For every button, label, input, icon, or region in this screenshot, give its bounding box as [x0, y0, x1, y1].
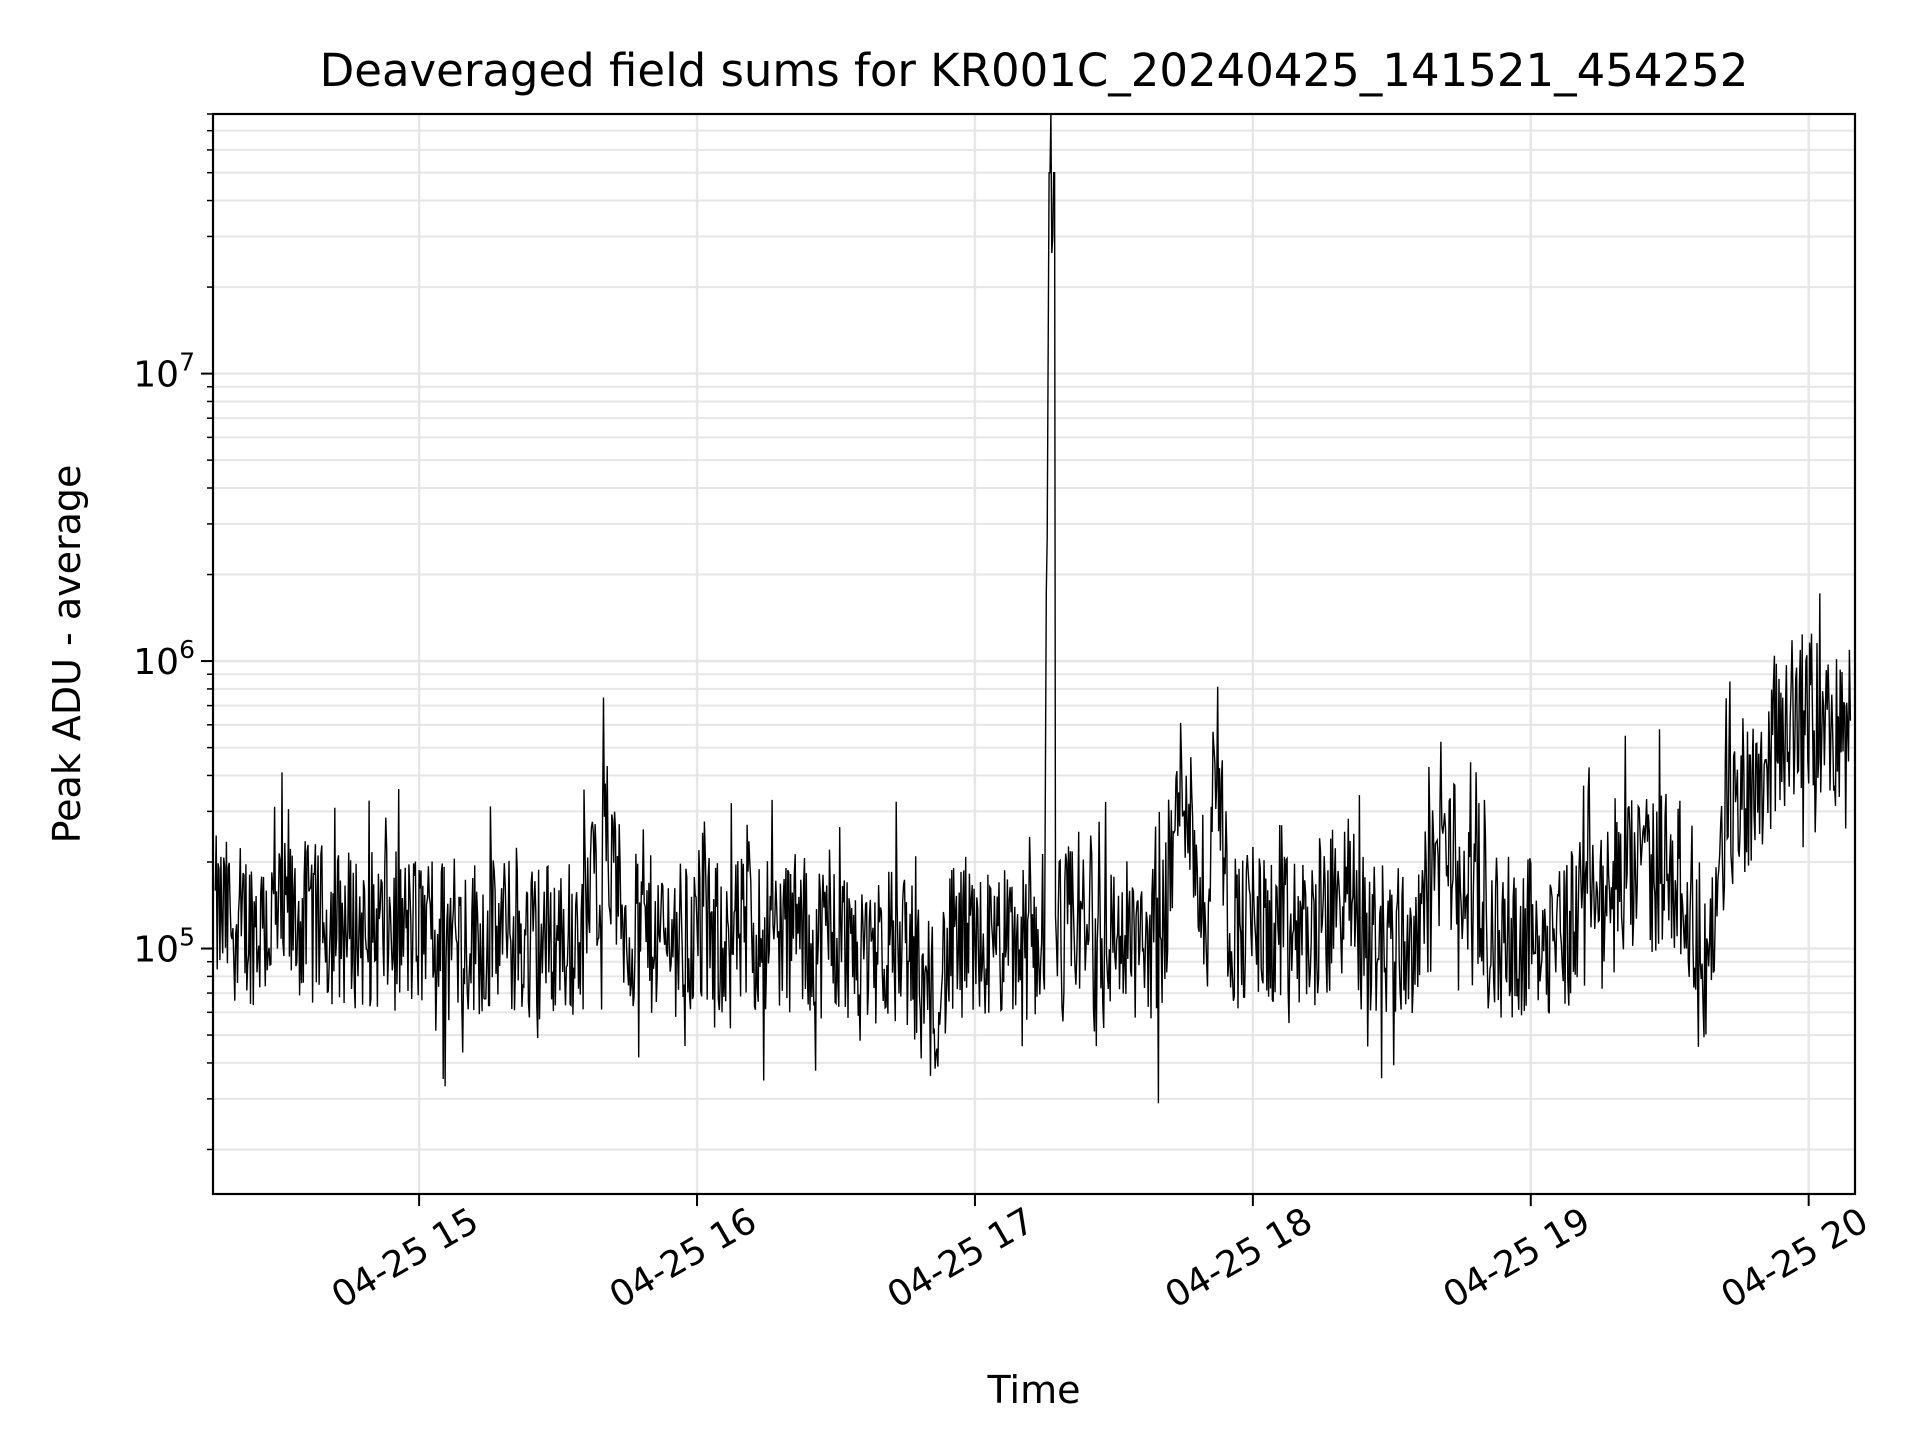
y-axis-label: Peak ADU - average: [45, 465, 89, 844]
x-axis-label: Time: [987, 1368, 1081, 1412]
y-tick-label: 105: [133, 923, 195, 971]
y-tick-label: 107: [133, 348, 195, 396]
series-group: [214, 113, 1852, 1104]
series-line: [214, 113, 1852, 1104]
chart-title: Deaveraged field sums for KR001C_2024042…: [320, 44, 1749, 97]
y-tick-label: 106: [133, 635, 195, 683]
plot-frame: [211, 112, 1857, 1196]
y-axis-ticks: 105 106 107: [133, 113, 213, 1151]
grid-lines: [213, 113, 1855, 1194]
